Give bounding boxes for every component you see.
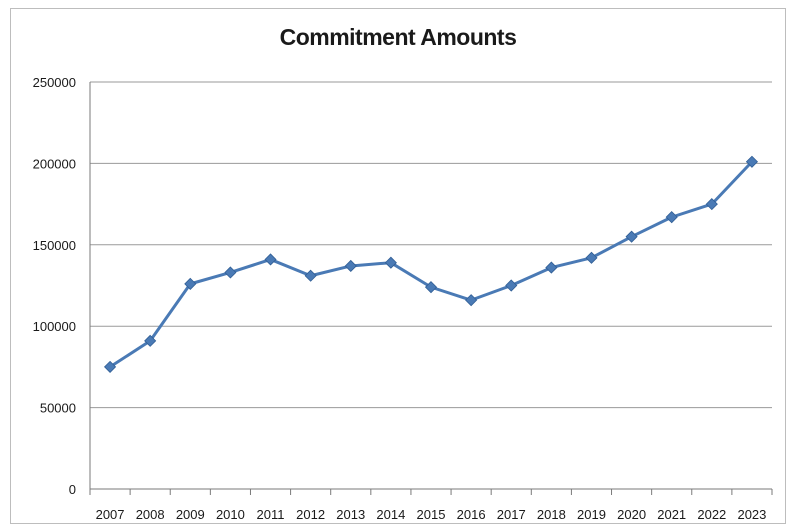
y-tick-label-200000: 200000 (33, 156, 76, 171)
data-point-2022 (705, 198, 718, 211)
y-tick-label-50000: 50000 (40, 401, 76, 416)
x-tick-label-2014: 2014 (376, 507, 405, 522)
data-point-2015 (424, 281, 438, 294)
x-tick-label-2023: 2023 (737, 507, 766, 522)
x-tick-label-2017: 2017 (497, 507, 526, 522)
x-tick-label-2018: 2018 (537, 507, 566, 522)
y-tick-label-250000: 250000 (33, 75, 76, 90)
data-point-2017 (505, 279, 518, 292)
data-point-2020 (625, 230, 638, 243)
data-point-2012 (304, 269, 317, 282)
x-tick-label-2019: 2019 (577, 507, 606, 522)
x-tick-label-2022: 2022 (697, 507, 726, 522)
x-tick-label-2016: 2016 (457, 507, 486, 522)
data-point-2023 (745, 155, 759, 168)
data-point-2019 (585, 251, 598, 264)
data-point-2014 (384, 256, 397, 269)
y-tick-label-0: 0 (69, 482, 76, 497)
x-tick-label-2015: 2015 (417, 507, 446, 522)
x-tick-label-2013: 2013 (336, 507, 365, 522)
series-line-0 (108, 160, 754, 369)
data-point-2018 (545, 261, 558, 274)
data-point-2013 (344, 259, 357, 273)
x-tick-label-2020: 2020 (617, 507, 646, 522)
y-tick-label-100000: 100000 (33, 319, 76, 334)
x-tick-label-2012: 2012 (296, 507, 325, 522)
data-point-2008 (144, 334, 157, 347)
x-tick-label-2008: 2008 (136, 507, 165, 522)
data-point-2016 (465, 294, 478, 307)
chart-title: Commitment Amounts (279, 24, 517, 50)
data-point-2021 (665, 211, 678, 224)
data-point-2010 (224, 266, 237, 279)
data-point-2011 (264, 253, 277, 266)
x-tick-label-2007: 2007 (96, 507, 125, 522)
data-point-2007 (103, 360, 117, 373)
x-tick-label-2011: 2011 (257, 507, 285, 522)
data-point-2009 (184, 277, 197, 290)
x-tick-label-2021: 2021 (657, 507, 686, 522)
x-tick-label-2010: 2010 (216, 507, 245, 522)
x-tick-label-2009: 2009 (176, 507, 205, 522)
y-tick-label-150000: 150000 (33, 238, 76, 253)
